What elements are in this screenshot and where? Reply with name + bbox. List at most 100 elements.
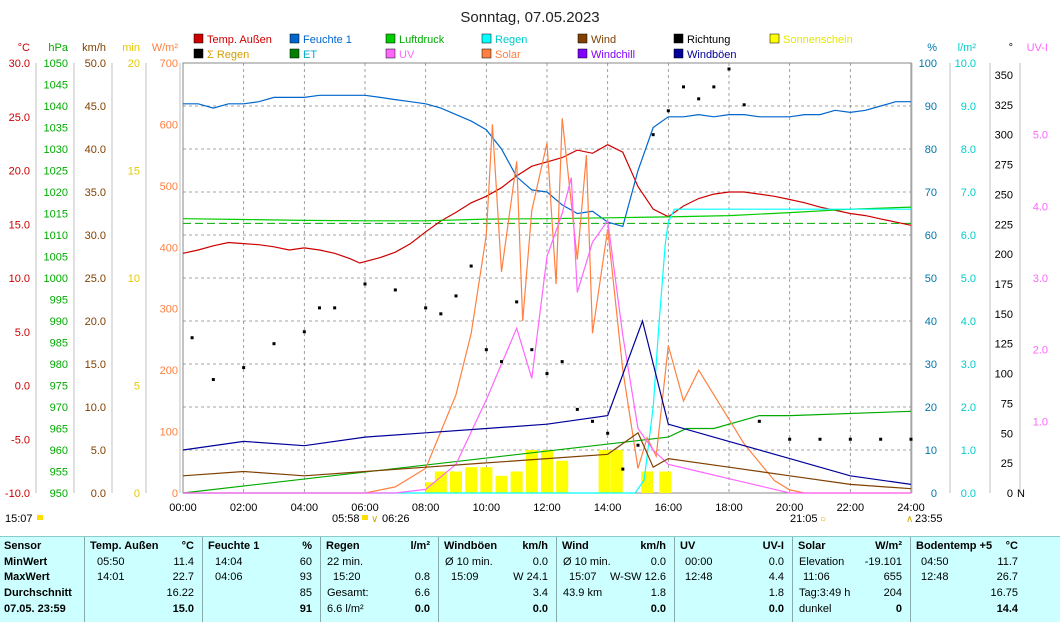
axis-tick-pct: 10: [925, 445, 937, 457]
temp-header: Temp. Außen: [90, 540, 159, 552]
wind-direction-point: [636, 443, 640, 447]
legend-swatch: [193, 33, 204, 44]
sunshine-bar: [610, 450, 623, 493]
sunshine-bar: [659, 471, 672, 493]
separator: [674, 537, 675, 622]
axis-tick-temp: 10.0: [9, 273, 30, 285]
solar-max-val: 655: [883, 571, 902, 583]
wind-direction-point: [500, 360, 503, 364]
axis-unit-uvi: UV-I: [1027, 42, 1048, 54]
uv-min-time: 00:00: [685, 556, 713, 568]
x-axis-labels: 00:00 02:00 04:00 06:00 08:00 10:00 12:00 14:00…: [169, 502, 925, 514]
wind-max-val: W-SW 12.6: [609, 571, 666, 583]
axis-tick-uvi: 2.0: [1033, 345, 1048, 357]
sensor-header: Sensor: [4, 540, 42, 552]
axis-tick-wm2: 200: [160, 365, 178, 377]
x-tick-label: 20:00: [776, 502, 804, 514]
regen-duration: 22 min.: [327, 556, 364, 568]
wind-direction-point: [439, 312, 443, 316]
axis-tick-hpa: 1045: [44, 80, 68, 92]
sunshine-bar: [425, 482, 438, 493]
temp-min-val: 11.4: [173, 556, 194, 568]
axis-tick-kmh: 10.0: [85, 402, 106, 414]
solar-avg-val: 204: [883, 587, 902, 599]
windboeen-avg-val: 3.4: [532, 587, 548, 599]
series-line-feuchte-1: [183, 94, 911, 228]
axis-tick-lm2: 5.0: [961, 273, 976, 285]
uv-max-time: 12:48: [685, 571, 713, 583]
axis-n-label: N: [1017, 488, 1025, 500]
sunset2-arrow: ∧: [906, 514, 913, 525]
series-line-regen: [183, 208, 911, 494]
axis-tick-min: 20: [128, 58, 140, 70]
solar-max-time: 11:06: [803, 571, 830, 583]
solar-unit: W/m²: [875, 540, 902, 552]
boden-min-val: 11.7: [997, 556, 1018, 568]
wind-direction-point: [727, 67, 731, 71]
legend-label: ET: [303, 49, 317, 61]
feuchte-current-val: 91: [299, 603, 312, 615]
axis-tick-hpa: 970: [50, 402, 68, 414]
uv-min-val: 0.0: [768, 556, 784, 568]
axis-tick-deg: 125: [995, 339, 1013, 351]
x-tick-label: 16:00: [655, 502, 683, 514]
wind-direction-point: [424, 306, 428, 310]
legend-swatch: [481, 33, 492, 44]
legend-label: Luftdruck: [399, 34, 445, 46]
row-label-avg: Durchschnitt: [4, 587, 72, 599]
col-uv: UV UV-I 00:00 0.0 12:48 4.4 1.8 0.0: [675, 537, 792, 622]
windboeen-avg10-val: 0.0: [532, 556, 548, 568]
wind-distance: 43.9 km: [563, 587, 603, 599]
axis-tick-deg: 0: [1007, 488, 1013, 500]
temp-max-val: 22.7: [172, 571, 194, 583]
sunshine-bar: [465, 467, 478, 493]
axis-tick-pct: 20: [925, 402, 937, 414]
col-wind: Wind km/h Ø 10 min. 0.0 15:07 W-SW 12.6 …: [557, 537, 674, 622]
temp-avg-val: 16.22: [166, 587, 194, 599]
axis-tick-lm2: 3.0: [961, 359, 976, 371]
axis-tick-lm2: 7.0: [961, 187, 976, 199]
axis-tick-min: 5: [134, 381, 140, 393]
sunrise-label: 05:58: [332, 513, 360, 525]
row-label-current: 07.05. 23:59: [4, 603, 66, 615]
col-windboeen: Windböen km/h Ø 10 min. 0.0 15:09 W 24.1…: [439, 537, 556, 622]
axis-tick-kmh: 25.0: [85, 273, 106, 285]
axis-tick-wm2: 500: [160, 181, 178, 193]
windboeen-avg-label: Ø 10 min.: [445, 556, 493, 568]
axis-unit-wm2: W/m²: [152, 42, 179, 54]
axis-tick-temp: 0.0: [15, 381, 30, 393]
axis-tick-lm2: 8.0: [961, 144, 976, 156]
axis-tick-hpa: 1000: [44, 273, 68, 285]
axis-tick-kmh: 15.0: [85, 359, 106, 371]
separator: [320, 537, 321, 622]
windboeen-max-time: 15:09: [451, 571, 479, 583]
axis-tick-lm2: 6.0: [961, 230, 976, 242]
left-time-label: 15:07: [5, 513, 33, 525]
axis-tick-deg: 150: [995, 309, 1013, 321]
axis-unit-temp: °C: [18, 42, 30, 54]
axis-tick-lm2: 2.0: [961, 402, 976, 414]
wind-avg10-val: 0.0: [650, 556, 666, 568]
wind-direction-point: [469, 264, 473, 268]
wind-direction-point: [697, 97, 701, 101]
sunshine-bar: [480, 467, 493, 493]
axis-tick-hpa: 1025: [44, 166, 68, 178]
chart-grid: [182, 62, 912, 494]
legend-label: Windböen: [687, 49, 737, 61]
axis-tick-pct: 80: [925, 144, 937, 156]
wind-direction-point: [606, 431, 610, 435]
series-line-wind: [182, 431, 912, 490]
wind-direction-point: [530, 348, 534, 352]
x-tick-label: 04:00: [291, 502, 319, 514]
row-label-max: MaxWert: [4, 571, 50, 583]
series-line-temp-au-en: [182, 144, 912, 264]
regen-header: Regen: [326, 540, 360, 552]
axis-tick-wm2: 700: [160, 58, 178, 70]
legend-label: Richtung: [687, 34, 730, 46]
axis-tick-temp: 30.0: [9, 58, 30, 70]
time-markers: 15:07 05:58 ∨ 06:26 21:05 ○ ∧ 23:55: [5, 513, 943, 525]
wind-direction-point: [272, 342, 276, 346]
axis-tick-kmh: 5.0: [91, 445, 106, 457]
col-boden: Bodentemp +5 °C 04:50 11.7 12:48 26.7 16…: [911, 537, 1026, 622]
x-tick-label: 06:00: [351, 502, 379, 514]
